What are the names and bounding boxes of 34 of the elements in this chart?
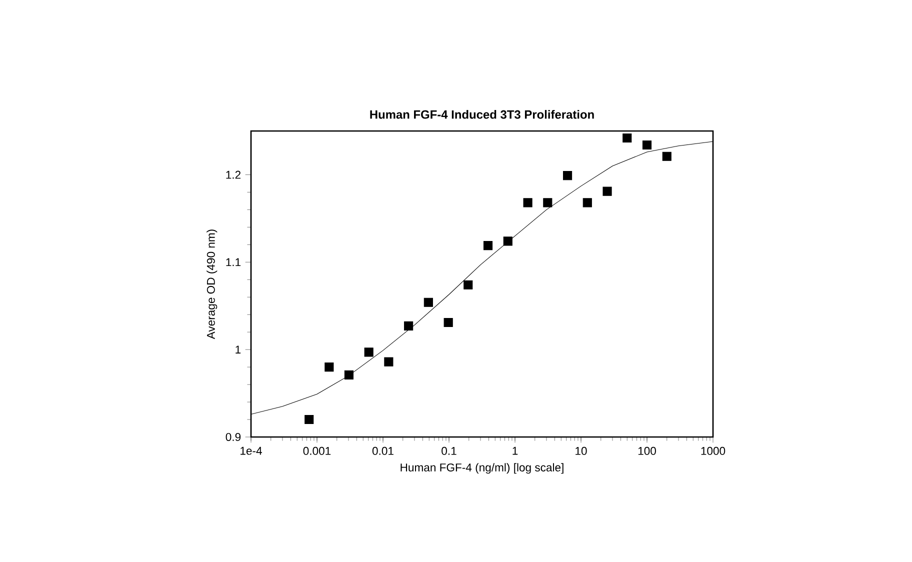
point: [324, 362, 334, 372]
point: [404, 321, 414, 331]
point: [523, 198, 532, 208]
point: [662, 152, 672, 161]
point: [602, 186, 612, 196]
point: [642, 140, 652, 150]
x-tick-label: 1e-4: [240, 446, 262, 455]
point: [503, 236, 512, 246]
point: [364, 348, 374, 357]
point: [543, 198, 552, 208]
x-tick-label: 100: [638, 446, 656, 455]
point: [424, 298, 433, 307]
x-tick-label: 0.001: [303, 446, 331, 455]
x-axis-title: Human FGF-4 (ng/ml) [log scale]: [400, 463, 564, 474]
point: [464, 280, 473, 290]
y-tick-label: 1: [236, 346, 241, 354]
y-tick-label: 1.1: [226, 258, 241, 266]
point: [622, 133, 632, 143]
point: [304, 414, 314, 424]
y-axis-title: Average OD (490 nm): [206, 230, 218, 340]
point: [582, 198, 592, 208]
y-tick-label: 0.9: [226, 433, 241, 441]
x-tick-label: 0.01: [372, 446, 394, 455]
x-tick-label: 1: [512, 446, 518, 455]
point: [483, 241, 493, 250]
point: [562, 171, 572, 180]
x-tick-label: 10: [576, 446, 587, 455]
point: [344, 370, 354, 380]
point: [444, 318, 453, 328]
x-tick-label: 0.1: [442, 446, 456, 455]
point: [384, 357, 394, 366]
x-tick-label: 1000: [701, 446, 726, 455]
y-tick-label: 1.2: [226, 170, 241, 179]
chart-title: Human FGF-4 Induced 3T3 Proliferation: [370, 110, 594, 119]
